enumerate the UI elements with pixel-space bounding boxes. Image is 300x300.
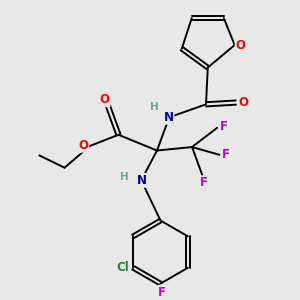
Text: F: F xyxy=(158,286,166,299)
Text: N: N xyxy=(164,111,174,124)
Text: F: F xyxy=(220,119,227,133)
Text: O: O xyxy=(79,139,88,152)
Text: N: N xyxy=(137,174,147,187)
Text: F: F xyxy=(222,148,230,161)
Text: O: O xyxy=(238,96,248,109)
Text: O: O xyxy=(236,38,246,52)
Text: H: H xyxy=(150,102,159,112)
Text: O: O xyxy=(100,93,110,106)
Text: Cl: Cl xyxy=(116,261,129,274)
Text: H: H xyxy=(120,172,129,182)
Text: F: F xyxy=(200,176,208,189)
